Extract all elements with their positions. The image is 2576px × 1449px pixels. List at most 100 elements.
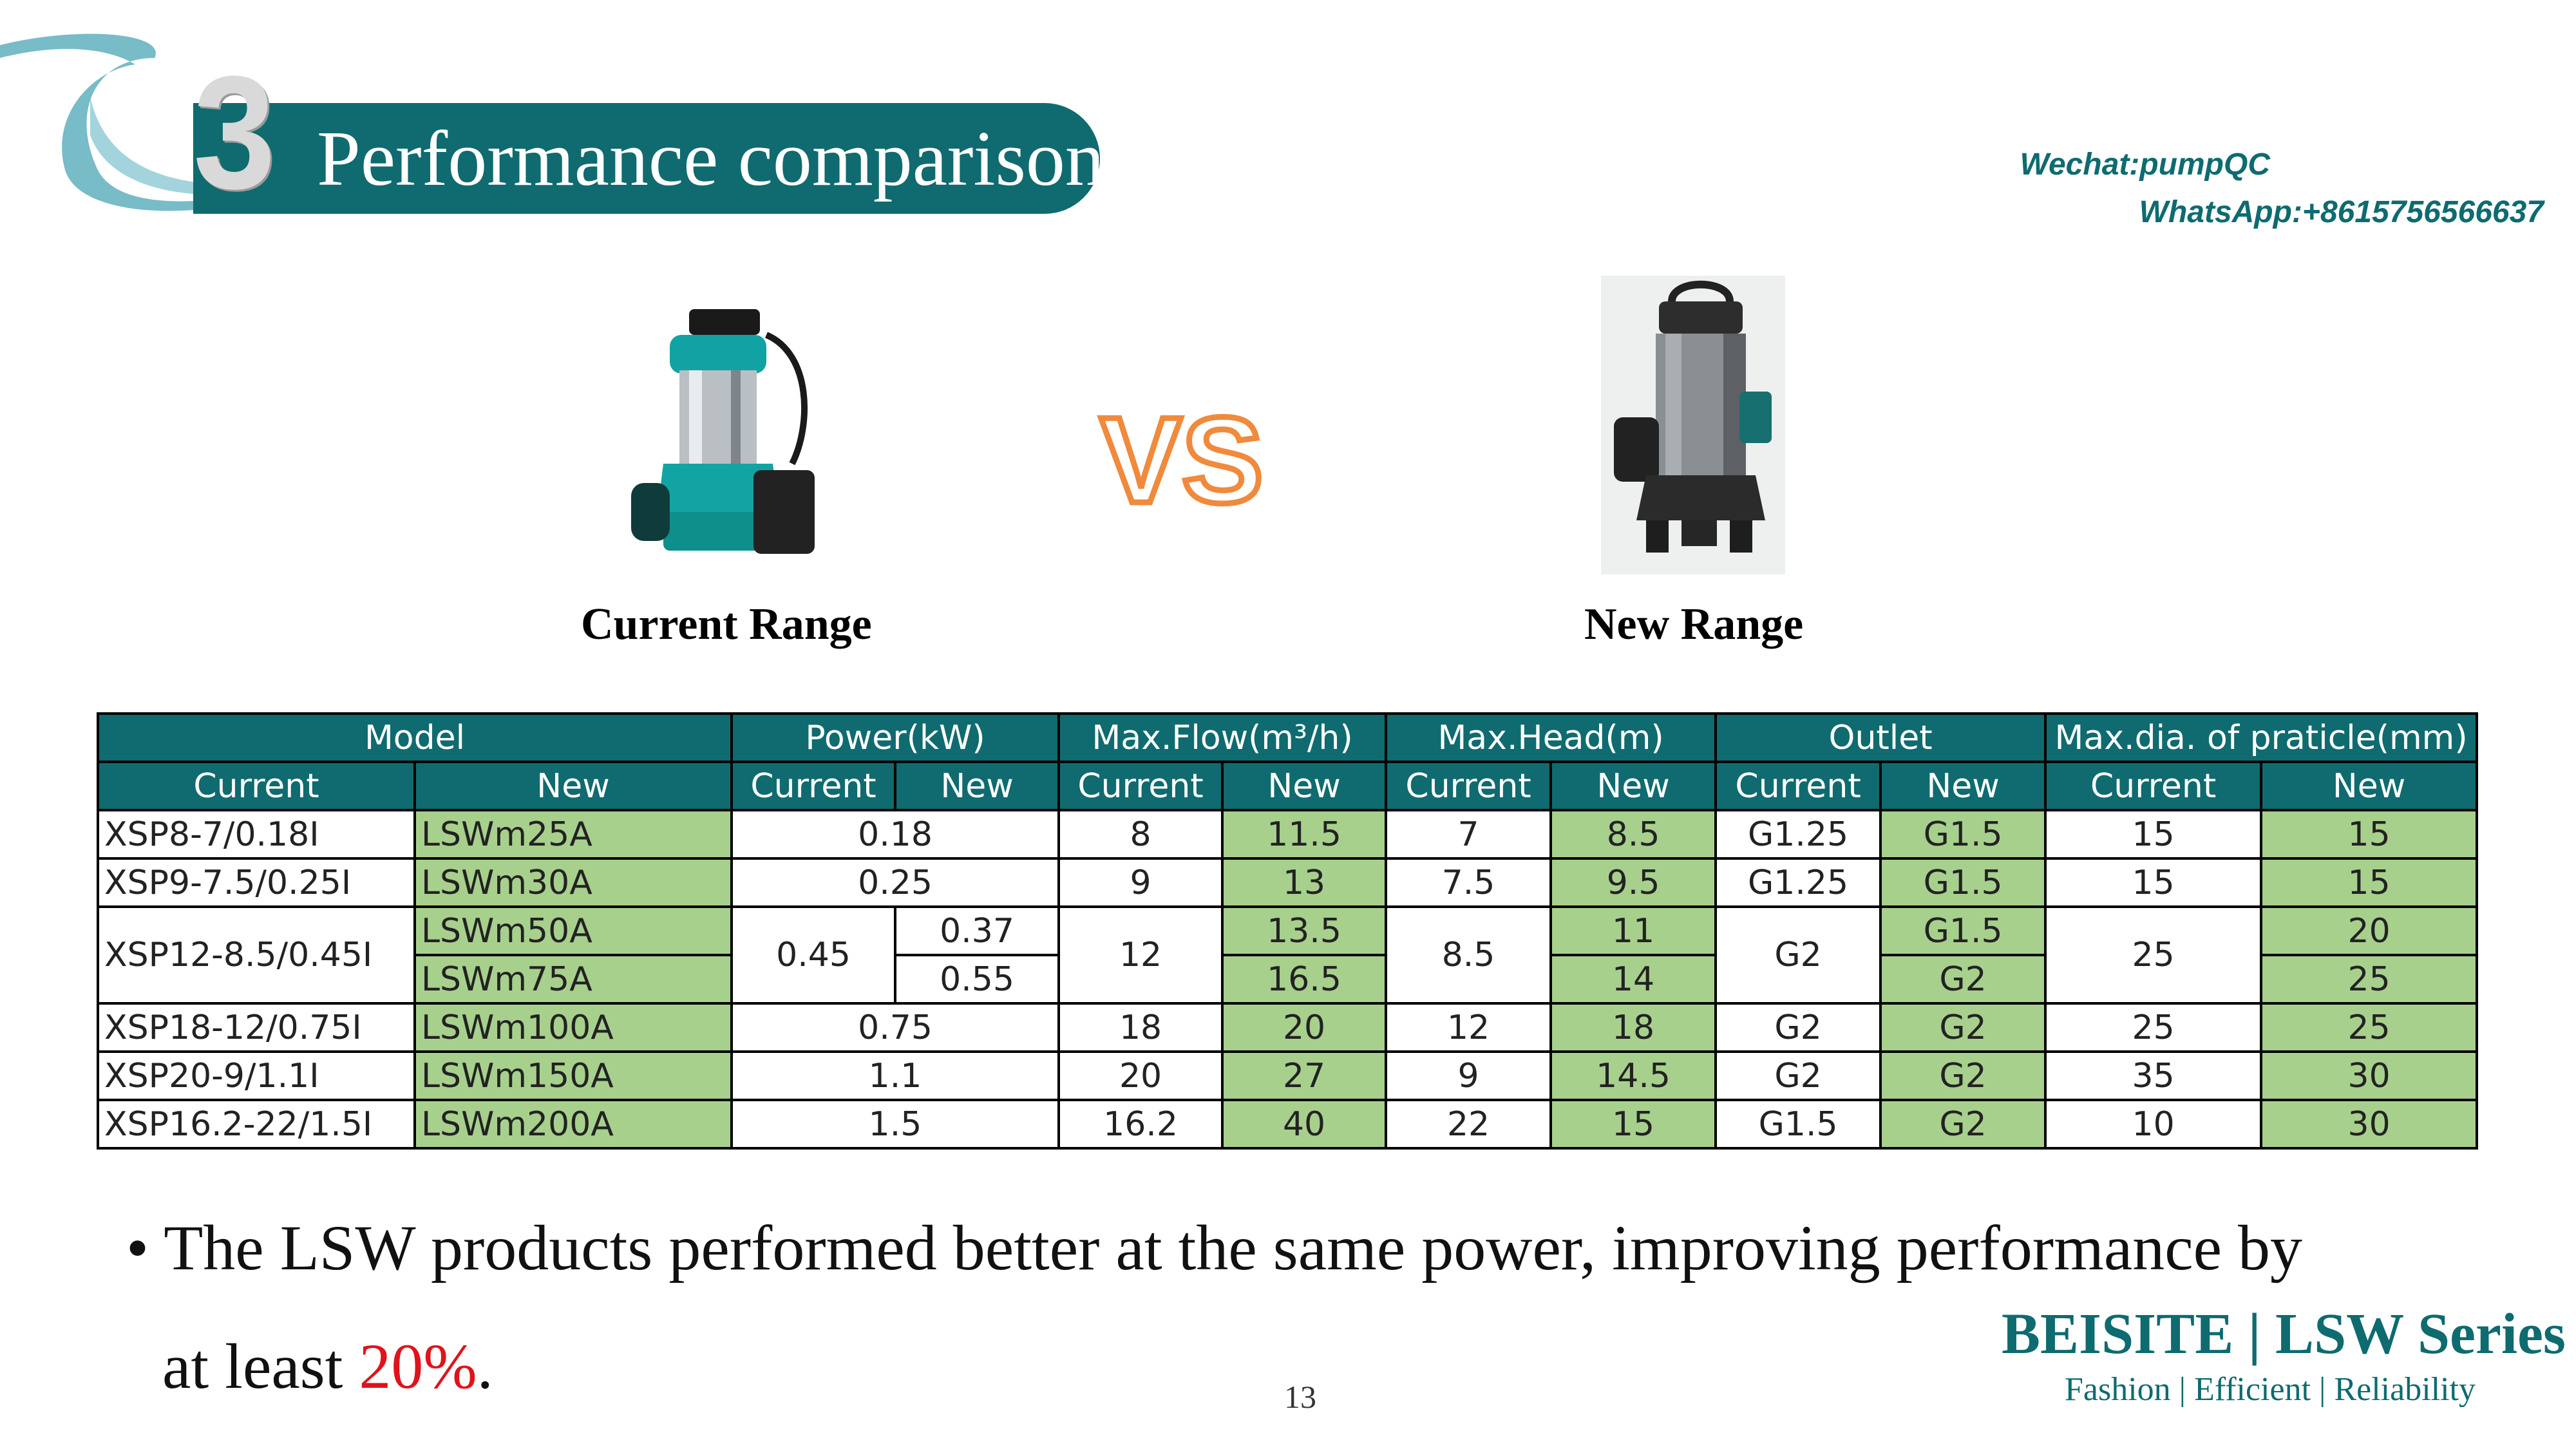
cell-outlet-current: G1.25 — [1714, 857, 1882, 908]
cell-model-current: XSP16.2-22/1.5I — [97, 1099, 416, 1150]
performance-comparison-table: Model Power(kW) Max.Flow(m³/h) Max.Head(… — [96, 712, 2479, 1150]
table-row: LSWm75A 0.55 16.5 14 G2 25 — [98, 954, 2479, 1005]
cell-dia-new: 30 — [2260, 1050, 2479, 1101]
cell-dia-current: 35 — [2044, 1050, 2263, 1101]
highlight-percentage: 20% — [359, 1331, 477, 1402]
cell-power: 0.18 — [730, 809, 1061, 860]
subheader-new: New — [2260, 761, 2479, 811]
table-row: XSP9-7.5/0.25I LSWm30A 0.25 9 13 7.5 9.5… — [97, 857, 2479, 908]
bullet-line2-prefix: at least — [162, 1331, 359, 1402]
bullet-line2-suffix: . — [477, 1331, 493, 1402]
header-max-flow: Max.Flow(m³/h) — [1057, 712, 1388, 763]
cell-dia-current: 25 — [2044, 905, 2263, 1005]
cell-power: 0.25 — [730, 857, 1061, 908]
cell-head-new: 14 — [1549, 954, 1718, 1005]
whatsapp-contact: WhatsApp:+8615756566637 — [2139, 195, 2544, 229]
vs-graphic: VS — [1097, 399, 1266, 522]
brand-tagline: Fashion | Efficient | Reliability — [2065, 1371, 2476, 1408]
cell-dia-new: 30 — [2260, 1099, 2479, 1150]
cell-head-new: 8.5 — [1549, 809, 1718, 860]
table-row: XSP12-8.5/0.45I LSWm50A 0.45 0.37 12 13.… — [97, 905, 2479, 1005]
cell-flow-new: 40 — [1221, 1099, 1388, 1150]
cell-head-current: 22 — [1385, 1099, 1553, 1150]
cell-outlet-current: G2 — [1714, 1050, 1882, 1101]
cell-model-new: LSWm100A — [413, 1002, 734, 1053]
cell-model-current: XSP9-7.5/0.25I — [97, 857, 416, 908]
cell-power: 0.75 — [730, 1002, 1061, 1053]
page-number: 13 — [1284, 1379, 1316, 1415]
vs-text: VS — [1100, 399, 1263, 522]
subheader-new: New — [413, 761, 734, 811]
header-swoosh-decoration — [0, 33, 386, 211]
cell-head-current: 7 — [1385, 809, 1553, 860]
cell-flow-new: 27 — [1221, 1050, 1388, 1101]
cell-model-new: LSWm150A — [413, 1050, 734, 1101]
header-outlet: Outlet — [1714, 712, 2047, 763]
cell-dia-current: 15 — [2044, 857, 2263, 908]
cell-outlet-new: G2 — [1879, 1002, 2047, 1053]
cell-outlet-current: G2 — [1714, 905, 1882, 1005]
cell-dia-new: 25 — [2260, 1002, 2479, 1053]
cell-model-current: XSP12-8.5/0.45I — [97, 905, 416, 1005]
subheader-new: New — [1549, 761, 1718, 811]
subheader-current: Current — [97, 761, 416, 811]
cell-outlet-new: G1.5 — [1879, 809, 2047, 860]
cell-head-current: 7.5 — [1385, 857, 1553, 908]
cell-flow-current: 12 — [1057, 905, 1224, 1005]
cell-head-current: 12 — [1385, 1002, 1553, 1053]
cell-dia-new: 20 — [2260, 905, 2479, 956]
cell-flow-current: 9 — [1057, 857, 1224, 908]
new-range-pump-image — [1601, 276, 1785, 574]
table-sub-header-row: Current New Current New Current New Curr… — [97, 761, 2479, 811]
cell-outlet-current: G1.25 — [1714, 809, 1882, 860]
current-range-pump-image — [631, 309, 815, 554]
cell-model-current: XSP18-12/0.75I — [97, 1002, 416, 1053]
cell-outlet-current: G2 — [1714, 1002, 1882, 1053]
cell-outlet-new: G1.5 — [1879, 905, 2047, 956]
cell-power-new: 0.55 — [894, 954, 1061, 1005]
cell-dia-current: 15 — [2044, 809, 2263, 860]
cell-model-new: LSWm200A — [413, 1099, 734, 1150]
subheader-current: Current — [1057, 761, 1224, 811]
subheader-current: Current — [1714, 761, 1882, 811]
bullet-text-line1: • The LSW products performed better at t… — [126, 1211, 2302, 1285]
cell-dia-new: 15 — [2260, 809, 2479, 860]
current-range-label: Current Range — [581, 600, 872, 649]
cell-dia-current: 25 — [2044, 1002, 2263, 1053]
subheader-new: New — [1879, 761, 2047, 811]
cell-head-new: 14.5 — [1549, 1050, 1718, 1101]
cell-model-current: XSP8-7/0.18I — [97, 809, 416, 860]
cell-power: 1.1 — [730, 1050, 1061, 1101]
table-group-header-row: Model Power(kW) Max.Flow(m³/h) Max.Head(… — [96, 712, 2479, 763]
cell-flow-new: 11.5 — [1221, 809, 1388, 860]
bullet-text-line2: at least 20%. — [162, 1329, 493, 1403]
subheader-current: Current — [1385, 761, 1553, 811]
cell-outlet-new: G2 — [1879, 1099, 2047, 1150]
cell-flow-new: 20 — [1221, 1002, 1388, 1053]
cell-model-new: LSWm25A — [413, 809, 734, 860]
cell-head-new: 11 — [1549, 905, 1718, 956]
table-row: XSP20-9/1.1I LSWm150A 1.1 20 27 9 14.5 G… — [97, 1050, 2479, 1101]
cell-outlet-new: G2 — [1879, 954, 2047, 1005]
cell-power-current: 0.45 — [730, 905, 897, 1005]
brand-name: BEISITE | LSW Series — [2002, 1302, 2566, 1366]
subheader-current: Current — [730, 761, 897, 811]
subheader-new: New — [894, 761, 1061, 811]
cell-model-current: XSP20-9/1.1I — [97, 1050, 416, 1101]
cell-flow-new: 13 — [1221, 857, 1388, 908]
table-row: XSP8-7/0.18I LSWm25A 0.18 8 11.5 7 8.5 G… — [97, 809, 2479, 860]
cell-dia-new: 25 — [2260, 954, 2479, 1005]
cell-head-new: 18 — [1549, 1002, 1718, 1053]
page-title: Performance comparison — [317, 115, 1104, 202]
cell-outlet-new: G2 — [1879, 1050, 2047, 1101]
wechat-contact: Wechat:pumpQC — [2020, 147, 2270, 182]
cell-head-new: 15 — [1549, 1099, 1718, 1150]
cell-head-current: 8.5 — [1385, 905, 1553, 1005]
cell-dia-current: 10 — [2044, 1099, 2263, 1150]
cell-power-new: 0.37 — [894, 905, 1061, 956]
title-banner — [193, 103, 1100, 214]
cell-outlet-current: G1.5 — [1714, 1099, 1882, 1150]
table-row: XSP16.2-22/1.5I LSWm200A 1.5 16.2 40 22 … — [97, 1099, 2479, 1150]
cell-flow-new: 13.5 — [1221, 905, 1388, 956]
cell-power: 1.5 — [730, 1099, 1061, 1150]
